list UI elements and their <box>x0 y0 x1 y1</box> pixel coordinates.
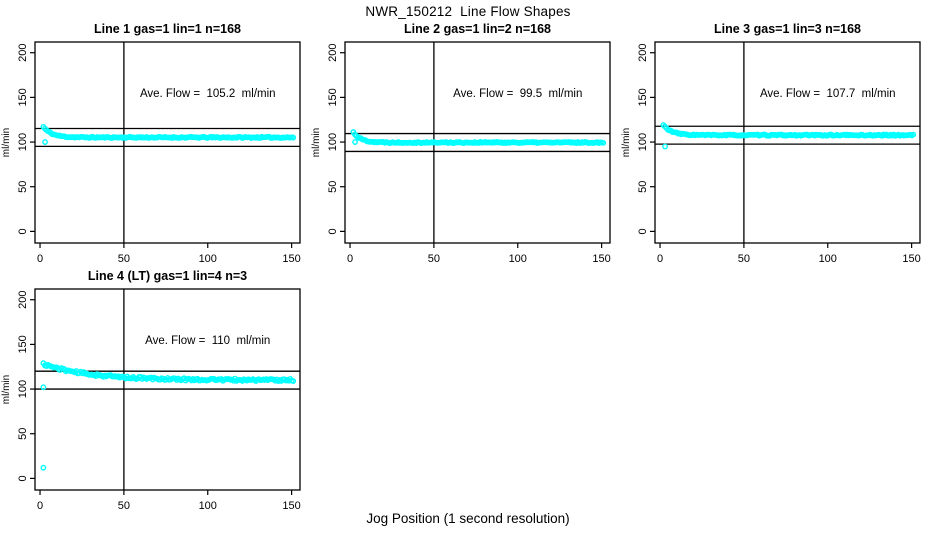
y-tick-label: 150 <box>637 88 649 106</box>
y-tick-label: 200 <box>17 44 29 62</box>
y-tick-label: 50 <box>327 181 339 193</box>
flow-points <box>350 129 607 147</box>
x-tick-label: 150 <box>282 500 300 512</box>
y-tick-label: 0 <box>17 228 29 234</box>
y-tick-label: 200 <box>327 44 339 62</box>
x-tick-label: 150 <box>592 253 610 265</box>
y-tick-label: 50 <box>17 428 29 440</box>
ave-flow-annotation: Ave. Flow = 107.7 ml/min <box>760 88 896 100</box>
y-tick-label: 50 <box>17 181 29 193</box>
y-tick-label: 100 <box>17 380 29 398</box>
flow-points <box>660 122 917 150</box>
x-tick-label: 50 <box>428 253 440 265</box>
ave-flow-annotation: Ave. Flow = 105.2 ml/min <box>140 88 276 100</box>
x-tick-label: 0 <box>657 253 663 265</box>
line-2-plot-svg: 0 50 100 150 0 50 100 150 200 ml/min Line 2 gas=1 … <box>311 22 611 265</box>
y-tick-label: 100 <box>17 133 29 151</box>
x-tick-label: 100 <box>509 253 527 265</box>
panel-title: Line 3 gas=1 lin=3 n=168 <box>714 22 861 36</box>
x-tick-label: 0 <box>37 253 43 265</box>
y-tick-label: 0 <box>327 228 339 234</box>
subplot-line-4: 0 50 100 150 0 50 100 150 200 ml/min Line 4 (LT) g… <box>0 257 318 528</box>
flow-points <box>40 360 297 471</box>
x-tick-label: 150 <box>902 253 920 265</box>
x-tick-label: 50 <box>118 253 130 265</box>
figure-title: NWR_150212 Line Flow Shapes <box>365 4 571 19</box>
y-tick-label: 200 <box>637 44 649 62</box>
x-tick-label: 100 <box>199 500 217 512</box>
line-1-plot-svg: 0 50 100 150 0 50 100 150 200 ml/min Line 1 gas=1 … <box>1 22 301 265</box>
subplot-line-2: 0 50 100 150 0 50 100 150 200 ml/min Line 2 gas=1 … <box>310 10 628 281</box>
ave-flow-annotation: Ave. Flow = 110 ml/min <box>145 335 270 347</box>
y-tick-label: 0 <box>17 475 29 481</box>
y-tick-label: 150 <box>17 88 29 106</box>
y-tick-label: 100 <box>637 133 649 151</box>
y-tick-label: 100 <box>327 133 339 151</box>
line-4-plot-svg: 0 50 100 150 0 50 100 150 200 ml/min Line 4 (LT) g… <box>1 269 301 512</box>
x-axis-label: Jog Position (1 second resolution) <box>366 511 570 526</box>
x-tick-label: 100 <box>819 253 837 265</box>
line-3-plot-svg: 0 50 100 150 0 50 100 150 200 ml/min Line 3 gas=1 … <box>621 22 921 265</box>
y-axis-title: ml/min <box>1 128 12 157</box>
x-tick-label: 50 <box>118 500 130 512</box>
x-tick-label: 0 <box>37 500 43 512</box>
y-axis-title: ml/min <box>311 128 322 157</box>
panel-title: Line 1 gas=1 lin=1 n=168 <box>94 22 241 36</box>
y-axis-title: ml/min <box>1 375 12 404</box>
subplot-line-1: 0 50 100 150 0 50 100 150 200 ml/min Line 1 gas=1 … <box>0 10 318 281</box>
panel-title: Line 4 (LT) gas=1 lin=4 n=3 <box>88 269 247 283</box>
x-tick-label: 50 <box>738 253 750 265</box>
x-tick-label: 150 <box>282 253 300 265</box>
y-tick-label: 150 <box>327 88 339 106</box>
x-tick-label: 100 <box>199 253 217 265</box>
flow-points <box>40 123 297 145</box>
y-tick-label: 50 <box>637 181 649 193</box>
y-axis-title: ml/min <box>621 128 632 157</box>
ave-flow-annotation: Ave. Flow = 99.5 ml/min <box>453 88 582 100</box>
y-tick-label: 200 <box>17 291 29 309</box>
y-tick-label: 150 <box>17 335 29 353</box>
panel-title: Line 2 gas=1 lin=2 n=168 <box>404 22 551 36</box>
x-tick-label: 0 <box>347 253 353 265</box>
y-tick-label: 0 <box>637 228 649 234</box>
subplot-line-3: 0 50 100 150 0 50 100 150 200 ml/min Line 3 gas=1 … <box>620 10 936 281</box>
